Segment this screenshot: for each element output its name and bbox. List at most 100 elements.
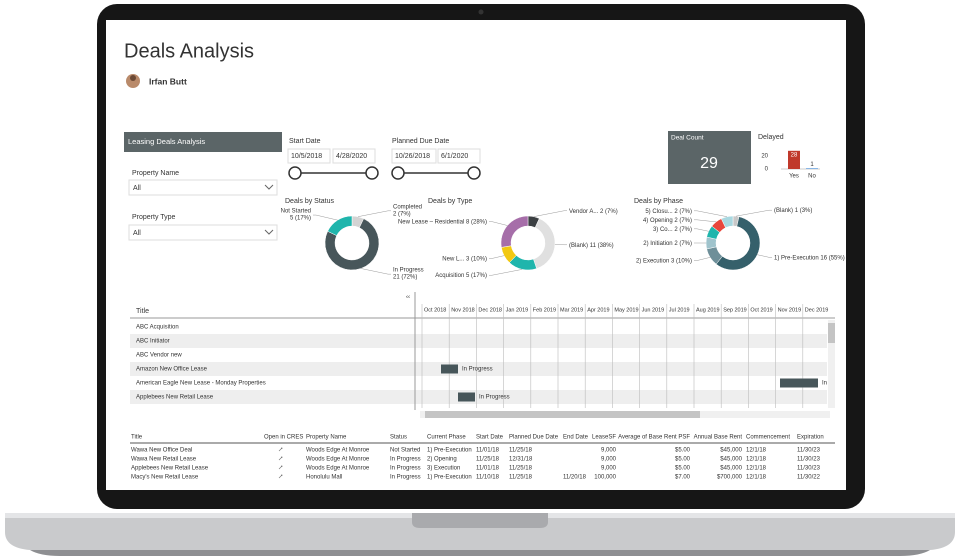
table-cell: $45,000 — [720, 448, 742, 454]
table-cell: In Progress — [390, 475, 421, 481]
leader-line — [694, 257, 711, 261]
mini-chart-title: Delayed — [758, 134, 784, 141]
slider-handle[interactable] — [288, 166, 302, 180]
date-box[interactable] — [391, 148, 437, 164]
category-label: Yes — [789, 174, 799, 180]
table-cell: $700,000 — [717, 475, 743, 481]
slice-label: 5 (17%) — [466, 273, 487, 279]
kpi-value: 29 — [700, 155, 718, 172]
month-label: Nov 2018 — [451, 307, 475, 313]
month-label: Nov 2019 — [778, 307, 802, 313]
month-label: Dec 2018 — [478, 307, 502, 313]
slice-name: (Blank) — [569, 242, 588, 248]
column-header: Property Name — [306, 435, 347, 441]
table-cell: Woods Edge At Monroe — [306, 448, 370, 454]
kpi-card — [668, 131, 751, 184]
month-label: Sep 2019 — [723, 307, 747, 313]
dropdown-value: All — [133, 230, 141, 237]
row-title: ABC Vendor new — [136, 353, 182, 359]
table-cell: $5.00 — [675, 448, 691, 454]
slider-handle[interactable] — [391, 166, 405, 180]
chevron — [264, 184, 274, 190]
row-title: ABC Initiator — [136, 339, 170, 345]
laptop-base — [5, 513, 955, 550]
table-cell: $5.00 — [675, 457, 691, 463]
slice-label: 2 (7%) — [600, 208, 618, 214]
date-box[interactable] — [332, 148, 376, 164]
table-cell: 12/31/18 — [509, 457, 533, 463]
table-cell: Macy's New Retail Lease — [131, 475, 199, 481]
slice-label: 2 (7%) — [674, 226, 692, 232]
leader-line — [533, 210, 567, 217]
row-band — [130, 334, 827, 348]
table-cell: $45,000 — [720, 466, 742, 472]
gantt-status: In Progress — [462, 367, 493, 373]
slice-text: 2) Initiation 2 (7%) — [643, 241, 692, 247]
row-band — [130, 390, 827, 404]
slice-label: 11 (38%) — [590, 242, 614, 248]
slice-text: 4) Opening 2 (7%) — [643, 217, 692, 223]
column-header: Average of Base Rent PSF — [618, 435, 690, 441]
slider-handle[interactable] — [365, 166, 379, 180]
slice-label: 2 (7%) — [393, 211, 411, 217]
leader-line — [313, 214, 338, 221]
table-cell: 2) Opening — [427, 457, 457, 463]
scroll-thumb[interactable] — [425, 411, 700, 418]
slice-name: 2) Execution — [636, 258, 669, 264]
slice-label: 2 (7%) — [674, 217, 692, 223]
table-cell: 11/30/23 — [797, 457, 821, 463]
month-label: Feb 2019 — [533, 307, 556, 313]
slice-text: (Blank) 11 (38%) — [569, 242, 614, 248]
date-box[interactable] — [287, 148, 331, 164]
gantt-status: In Progress — [479, 395, 510, 401]
slice-name: 3) Co... — [653, 226, 673, 232]
month-label: May 2019 — [614, 307, 638, 313]
user-name: Irfan Butt — [149, 76, 187, 86]
table-cell: 9,000 — [601, 466, 617, 472]
slider-handle[interactable] — [467, 166, 481, 180]
row-title: ABC Acquisition — [136, 325, 179, 331]
slice-name: 1) Pre-Execution — [774, 255, 819, 261]
table-cell: Wawa New Retail Lease — [131, 457, 197, 463]
slice-name: Vendor A... — [569, 208, 599, 214]
scrollbar-v[interactable] — [828, 320, 835, 408]
table-cell: 11/01/18 — [476, 466, 500, 472]
bar — [806, 168, 818, 169]
leader-line — [694, 219, 717, 223]
column-header: Planned Due Date — [509, 435, 559, 441]
table-cell: $5.00 — [675, 466, 691, 472]
dropdown[interactable] — [128, 179, 278, 196]
gantt-bar — [458, 392, 475, 402]
slice-text: 3) Co... 2 (7%) — [653, 226, 692, 232]
slice-label: 1 (3%) — [795, 208, 813, 214]
slice-name: (Blank) — [774, 208, 793, 214]
slice-text: New Lease – Residential 8 (28%) — [398, 219, 487, 225]
slice-label: 16 (55%) — [820, 255, 844, 261]
donut-slice — [720, 215, 734, 229]
leader-line — [489, 221, 508, 226]
donut-slice — [715, 216, 761, 271]
scroll-thumb[interactable] — [828, 323, 835, 343]
chart-title: Deals by Status — [285, 198, 335, 205]
row-title: Amazon New Office Lease — [136, 367, 208, 373]
gantt-header: Title — [136, 308, 149, 315]
link-icon — [278, 447, 283, 452]
table-cell: 1) Pre-Execution — [427, 475, 472, 481]
row-band — [130, 362, 827, 376]
table-cell: 11/10/18 — [476, 475, 500, 481]
date-value: 10/5/2018 — [291, 153, 322, 160]
slice-label: 5 (17%) — [290, 216, 311, 222]
slice-label: 3 (10%) — [671, 258, 692, 264]
table-cell: 1) Pre-Execution — [427, 448, 472, 454]
slice-text: (Blank) 1 (3%) — [774, 208, 812, 214]
table-cell: 9,000 — [601, 457, 617, 463]
slicer-label: Start Date — [289, 138, 321, 145]
table-cell: Honolulu Mall — [306, 475, 342, 481]
table-cell: 12/1/18 — [746, 448, 767, 454]
slice-text: New L... 3 (10%) — [442, 256, 487, 262]
slice-name: 4) Opening — [643, 217, 673, 223]
dropdown[interactable] — [128, 224, 278, 241]
date-box[interactable] — [437, 148, 481, 164]
collapse-icon[interactable]: ‹‹ — [406, 295, 410, 301]
column-header: Title — [131, 435, 143, 441]
